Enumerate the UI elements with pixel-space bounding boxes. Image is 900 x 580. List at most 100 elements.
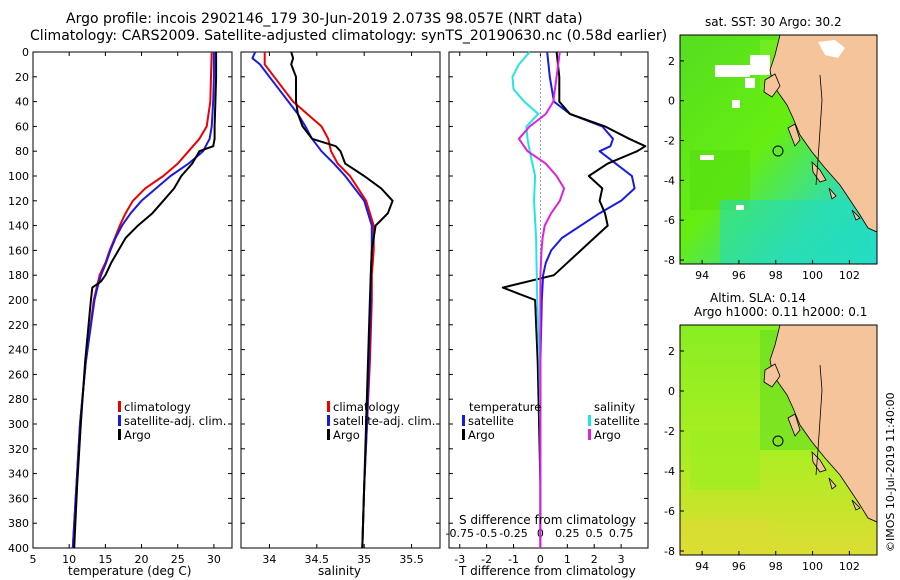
s-diff-tick-label: -0.75 (446, 527, 474, 540)
legend-swatch-t-satellite (462, 415, 465, 426)
island-sipora (828, 477, 837, 490)
x-tick-label: 35 (357, 553, 371, 566)
legend-swatch-t-argo (462, 429, 465, 440)
island-simeulue (763, 363, 781, 388)
s-diff-tick-label: -0.5 (476, 527, 497, 540)
y-tick-label: 200 (8, 294, 29, 307)
y-tick-label: 220 (8, 319, 29, 332)
map-y-tick-label: -2 (664, 425, 675, 438)
y-tick-label: 120 (8, 195, 29, 208)
sst-missing-data (745, 78, 755, 88)
y-tick-label: 140 (8, 220, 29, 233)
sla-map-title-line1: Altim. SLA: 0.14 (710, 291, 806, 305)
island-nias (787, 123, 801, 147)
map-x-tick-label: 100 (802, 560, 823, 573)
y-tick-label: 340 (8, 468, 29, 481)
title-line1: Argo profile: incois 2902146_179 30-Jun-… (66, 11, 583, 27)
sst-missing-data (700, 155, 714, 160)
y-tick-label: 260 (8, 368, 29, 381)
s-diff-tick-label: 0.25 (555, 527, 580, 540)
y-tick-label: 320 (8, 443, 29, 456)
island-simeulue (763, 73, 781, 98)
salinity-axis-label: salinity (318, 564, 361, 578)
y-tick-label: 100 (8, 170, 29, 183)
legend-t-satellite: satellite (468, 414, 514, 428)
y-tick-label: 300 (8, 418, 29, 431)
legend-swatch-argo (327, 429, 330, 440)
legend-satellite: satellite-adj. clim. (333, 414, 435, 428)
x-tick-label: 1 (564, 553, 571, 566)
sst-missing-data (736, 205, 744, 210)
legend-s-argo: Argo (594, 428, 621, 442)
y-tick-label: 40 (15, 96, 29, 109)
island-pagai (851, 499, 861, 511)
t-difference-axis-label: T difference from climatology (458, 564, 636, 578)
map-x-tick-label: 96 (732, 269, 746, 282)
map-x-tick-label: 98 (769, 269, 783, 282)
x-tick-label: 35.5 (399, 553, 424, 566)
map-y-tick-label: -2 (664, 135, 675, 148)
sst-patch (720, 200, 870, 264)
island-pagai (851, 209, 861, 221)
argo-position-marker (772, 145, 784, 157)
map-y-tick-label: 0 (668, 95, 675, 108)
x-tick-label: -3 (454, 553, 465, 566)
island-siberut (811, 160, 827, 183)
map-y-tick-label: -6 (664, 505, 675, 518)
x-tick-label: 34 (262, 553, 276, 566)
x-tick-label: -1 (508, 553, 519, 566)
y-tick-label: 0 (22, 46, 29, 59)
x-tick-label: 0 (537, 553, 544, 566)
series-line-argo (73, 52, 218, 549)
legend-climatology: climatology (333, 400, 400, 414)
sst-missing-data (750, 55, 770, 75)
legend-swatch-argo (118, 429, 121, 440)
y-tick-label: 160 (8, 244, 29, 257)
map-y-tick-label: -6 (664, 214, 675, 227)
sst-map: sat. SST: 30 Argo: 30.2 94 96 98 100 102 2 0 -2… (664, 15, 878, 282)
map-y-tick-label: -8 (664, 545, 675, 558)
sla-patch (680, 520, 770, 555)
temperature-legend: climatology satellite-adj. clim. Argo (118, 400, 226, 442)
difference-plot-frame (448, 51, 649, 549)
temperature-plot-frame (32, 51, 233, 549)
legend-swatch-climatology (327, 401, 330, 412)
legend-t-argo: Argo (468, 428, 495, 442)
s-diff-tick-label: 0.75 (609, 527, 634, 540)
island-sipora (828, 187, 837, 200)
sla-map-title-line2: Argo h1000: 0.11 h2000: 0.1 (694, 305, 867, 319)
y-tick-label: 80 (15, 145, 29, 158)
legend-argo: Argo (124, 428, 151, 442)
argo-position-marker (772, 435, 784, 447)
map-y-tick-label: -4 (664, 465, 675, 478)
legend-satellite: satellite-adj. clim. (124, 414, 226, 428)
map-x-tick-label: 96 (732, 560, 746, 573)
map-y-tick-label: 2 (668, 345, 675, 358)
salinity-legend: climatology satellite-adj. clim. Argo (327, 400, 435, 442)
temperature-axis-label: temperature (deg C) (68, 564, 191, 578)
s-difference-axis-label: S difference from climatology (459, 513, 636, 527)
legend-s-satellite: satellite (594, 414, 640, 428)
s-diff-tick-label: -0.25 (499, 527, 527, 540)
salinity-plot-frame (240, 51, 441, 549)
map-y-tick-label: 2 (668, 55, 675, 68)
x-tick-label: 30 (207, 553, 221, 566)
difference-legend: temperature satellite Argo salinity sate… (462, 400, 640, 442)
x-tick-label: 10 (62, 553, 76, 566)
map-contour (815, 74, 823, 186)
legend-salinity-heading: salinity (594, 400, 635, 414)
series-line-argo (290, 51, 394, 549)
map-contour (815, 364, 823, 476)
legend-swatch-s-argo (588, 429, 591, 440)
sla-map: Altim. SLA: 0.14 Argo h1000: 0.11 h2000:… (664, 291, 878, 573)
sst-missing-data (732, 100, 740, 108)
sst-map-title: sat. SST: 30 Argo: 30.2 (705, 15, 842, 29)
map-y-tick-label: -8 (664, 254, 675, 267)
sst-missing-data (715, 65, 750, 77)
series-line-salinity-argo (517, 51, 566, 548)
sst-map-frame (679, 34, 878, 265)
y-tick-label: 60 (15, 120, 29, 133)
series-line-temperature-argo (501, 51, 647, 548)
legend-climatology: climatology (124, 400, 191, 414)
